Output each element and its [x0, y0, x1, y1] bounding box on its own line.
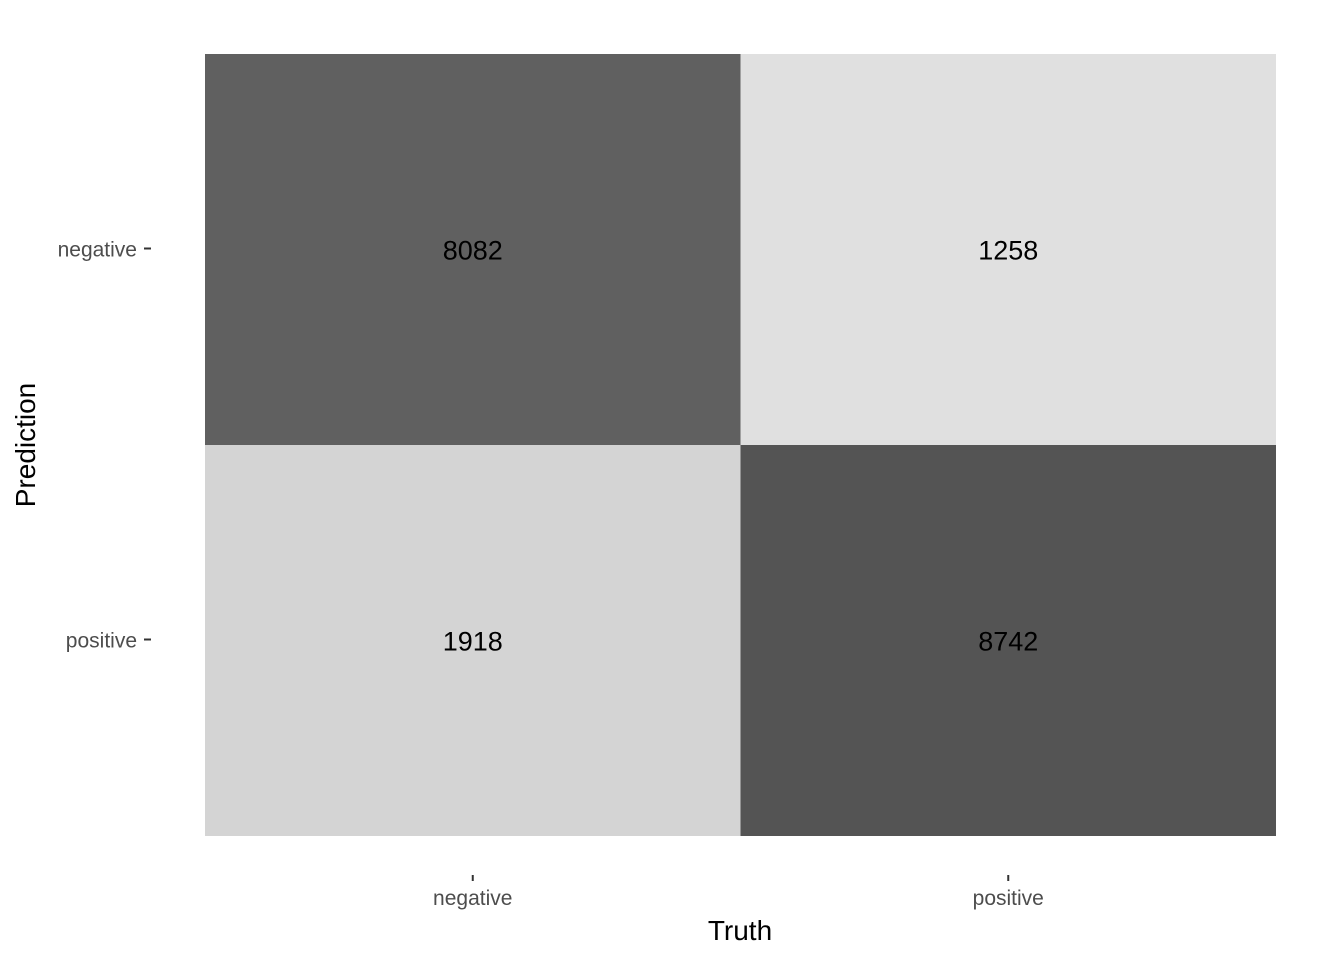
x-tick-label: positive	[973, 887, 1044, 910]
heatmap-tile	[740, 54, 1276, 445]
heatmap-tile	[205, 54, 741, 445]
cell-value-label: 8742	[978, 627, 1038, 657]
heatmap-tile	[205, 445, 741, 836]
y-axis-title: Prediction	[10, 383, 41, 508]
cell-labels: 8082 1258 1918 8742	[443, 236, 1039, 657]
x-axis-title: Truth	[708, 915, 772, 946]
y-tick-label: negative	[58, 239, 137, 262]
heatmap-tile	[740, 445, 1276, 836]
x-axis: negative positive	[433, 875, 1044, 910]
cell-value-label: 1918	[443, 627, 503, 657]
cell-value-label: 8082	[443, 236, 503, 266]
y-tick-label: positive	[66, 630, 137, 653]
heatmap-tiles	[205, 54, 1276, 836]
cell-value-label: 1258	[978, 236, 1038, 266]
y-axis: negative positive	[58, 239, 151, 653]
x-tick-label: negative	[433, 887, 512, 910]
